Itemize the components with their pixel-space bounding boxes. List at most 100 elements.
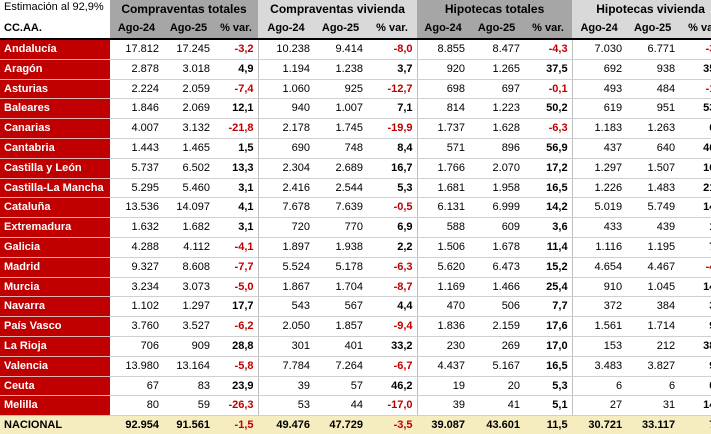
pct-change-cell: -6,3 xyxy=(367,257,418,278)
pct-change-cell: 28,8 xyxy=(214,336,259,357)
value-cell: 43.601 xyxy=(469,415,525,434)
value-cell: 2.178 xyxy=(258,118,315,139)
pct-change-cell: 6,8 xyxy=(679,118,711,139)
value-cell: 6 xyxy=(572,376,627,397)
value-cell: 470 xyxy=(417,296,470,318)
value-cell: 1.678 xyxy=(469,237,525,258)
column-header: % var. xyxy=(524,19,573,40)
value-cell: 39.087 xyxy=(417,415,470,434)
value-cell: 39 xyxy=(417,395,470,417)
value-cell: 4.288 xyxy=(110,237,163,258)
pct-change-cell: -7,7 xyxy=(214,257,259,278)
pct-change-cell: 23,9 xyxy=(214,376,259,397)
pct-change-cell: -6,2 xyxy=(214,316,259,337)
value-cell: 57 xyxy=(314,376,368,397)
value-cell: 2.059 xyxy=(163,79,214,100)
pct-change-cell: 7,1 xyxy=(679,237,711,258)
value-cell: 3.827 xyxy=(626,356,680,377)
value-cell: 3.018 xyxy=(163,59,214,80)
region-name: Valencia xyxy=(0,356,110,377)
table-row: Madrid 9.327 8.608 -7,7 5.524 5.178 -6,3 5.620 6… xyxy=(0,257,711,278)
value-cell: 484 xyxy=(626,79,680,100)
value-cell: 619 xyxy=(572,98,627,120)
value-cell: 92.954 xyxy=(110,415,163,434)
value-cell: 814 xyxy=(417,98,470,120)
value-cell: 1.857 xyxy=(314,316,368,337)
pct-change-cell: -19,9 xyxy=(367,118,418,139)
value-cell: 13.164 xyxy=(163,356,214,377)
column-header: % var. xyxy=(214,19,259,40)
table-row: Extremadura 1.632 1.682 3,1 720 770 6,9 588 609 3… xyxy=(0,217,711,238)
pct-change-cell: 50,2 xyxy=(524,98,573,120)
value-cell: 609 xyxy=(469,217,525,238)
pct-change-cell: -1,8 xyxy=(679,79,711,100)
pct-change-cell: 3,6 xyxy=(524,217,573,238)
value-cell: 896 xyxy=(469,138,525,159)
pct-change-cell: -5,0 xyxy=(214,277,259,298)
pct-change-cell: 2,2 xyxy=(367,237,418,258)
value-cell: 30.721 xyxy=(572,415,627,434)
pct-change-cell: -8,7 xyxy=(367,277,418,298)
pct-change-cell: 1,5 xyxy=(214,138,259,159)
value-cell: 6.771 xyxy=(626,39,680,60)
pct-change-cell: 37,5 xyxy=(524,59,573,80)
pct-change-cell: -12,7 xyxy=(367,79,418,100)
pct-change-cell: -4,1 xyxy=(214,237,259,258)
pct-change-cell: -6,7 xyxy=(367,356,418,377)
region-name: Navarra xyxy=(0,296,110,318)
value-cell: 19 xyxy=(417,376,470,397)
total-label: NACIONAL xyxy=(0,415,110,434)
value-cell: 1.297 xyxy=(572,158,627,179)
value-cell: 1.958 xyxy=(469,178,525,199)
value-cell: 269 xyxy=(469,336,525,357)
value-cell: 697 xyxy=(469,79,525,100)
value-cell: 910 xyxy=(572,277,627,298)
group-header: Compraventas totales xyxy=(110,0,259,19)
value-cell: 1.194 xyxy=(258,59,315,80)
pct-change-cell: 17,0 xyxy=(524,336,573,357)
pct-change-cell: -0,5 xyxy=(367,197,418,219)
value-cell: 437 xyxy=(572,138,627,159)
value-cell: 5.524 xyxy=(258,257,315,278)
table-row: Castilla y León 5.737 6.502 13,3 2.304 2.689 1… xyxy=(0,158,711,179)
pct-change-cell: -21,8 xyxy=(214,118,259,139)
pct-change-cell: 46,5 xyxy=(679,138,711,159)
value-cell: 1.443 xyxy=(110,138,163,159)
region-name: Asturias xyxy=(0,79,110,100)
pct-change-cell: 53,6 xyxy=(679,98,711,120)
value-cell: 2.544 xyxy=(314,178,368,199)
value-cell: 698 xyxy=(417,79,470,100)
value-cell: 31 xyxy=(626,395,680,417)
region-name: Murcia xyxy=(0,277,110,298)
value-cell: 640 xyxy=(626,138,680,159)
total-row: NACIONAL 92.954 91.561 -1,5 49.476 47.729 -3,5… xyxy=(0,415,711,434)
pct-change-cell: 17,2 xyxy=(524,158,573,179)
pct-change-cell: -3,2 xyxy=(214,39,259,60)
value-cell: 8.477 xyxy=(469,39,525,60)
value-cell: 1.265 xyxy=(469,59,525,80)
pct-change-cell: 3,1 xyxy=(214,217,259,238)
value-cell: 44 xyxy=(314,395,368,417)
region-name: La Rioja xyxy=(0,336,110,357)
value-cell: 3.132 xyxy=(163,118,214,139)
value-cell: 1.561 xyxy=(572,316,627,337)
value-cell: 748 xyxy=(314,138,368,159)
value-cell: 4.654 xyxy=(572,257,627,278)
value-cell: 4.467 xyxy=(626,257,680,278)
pct-change-cell: 46,2 xyxy=(367,376,418,397)
region-name: Baleares xyxy=(0,98,110,120)
value-cell: 39 xyxy=(258,376,315,397)
value-cell: 13.536 xyxy=(110,197,163,219)
region-name: Castilla-La Mancha xyxy=(0,178,110,199)
pct-change-cell: 33,2 xyxy=(367,336,418,357)
value-cell: 1.897 xyxy=(258,237,315,258)
value-cell: 1.745 xyxy=(314,118,368,139)
pct-change-cell: 4,4 xyxy=(367,296,418,318)
value-cell: 567 xyxy=(314,296,368,318)
pct-change-cell: 38,6 xyxy=(679,336,711,357)
pct-change-cell: 7,7 xyxy=(524,296,573,318)
pct-change-cell: 17,6 xyxy=(524,316,573,337)
value-cell: 301 xyxy=(258,336,315,357)
pct-change-cell: 1,4 xyxy=(679,217,711,238)
